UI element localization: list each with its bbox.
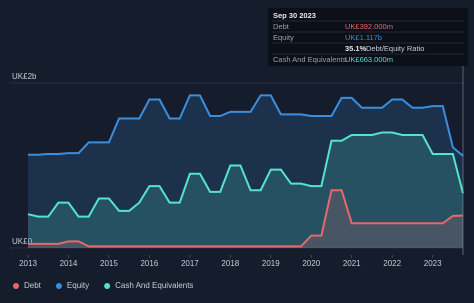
- tooltip-date: Sep 30 2023: [273, 11, 316, 20]
- tooltip: Sep 30 2023 Debt UK£392.000m Equity UK£1…: [268, 8, 468, 66]
- legend-label[interactable]: Cash And Equivalents: [115, 281, 193, 290]
- y-tick-label: UK£2b: [12, 72, 37, 81]
- tooltip-label: Equity: [273, 33, 294, 42]
- line: [28, 94, 464, 157]
- tooltip-value: UK£1.117b: [345, 33, 382, 42]
- plot: UK£0 UK£2b 2013 2014 2015 2016 2017 2018 2019 202…: [10, 72, 464, 268]
- x-tick-label: 2018: [221, 259, 239, 268]
- line: [27, 131, 464, 218]
- legend-marker[interactable]: [104, 283, 111, 289]
- area: [28, 132, 463, 248]
- x-tick-label: 2015: [100, 259, 118, 268]
- x-tick-label: 2020: [302, 259, 320, 268]
- tooltip-value: UK£392.000m: [345, 22, 393, 31]
- legend-marker[interactable]: [13, 283, 19, 289]
- x-tick-label: 2022: [383, 259, 401, 268]
- area: [28, 95, 463, 248]
- legend-label[interactable]: Debt: [24, 281, 42, 290]
- x-tick-label: 2023: [424, 259, 442, 268]
- tooltip-box: [268, 8, 468, 66]
- area: [28, 190, 463, 248]
- y-tick-label: UK£0: [12, 237, 33, 246]
- x-tick-label: 2019: [262, 259, 280, 268]
- legend-marker[interactable]: [55, 283, 62, 289]
- x-tick-label: 2021: [343, 259, 361, 268]
- tooltip-label: Debt: [273, 22, 290, 31]
- tooltip-value: UK£663.000m: [345, 55, 393, 64]
- tooltip-ratio: 35.1%: [345, 44, 367, 53]
- x-tick-label: 2017: [181, 259, 199, 268]
- x-tick-label: 2013: [19, 259, 37, 268]
- line: [28, 189, 464, 248]
- legend: Debt Equity Cash And Equivalents: [13, 281, 193, 290]
- x-tick-label: 2014: [60, 259, 78, 268]
- legend-label[interactable]: Equity: [67, 281, 89, 290]
- x-tick-label: 2016: [140, 259, 158, 268]
- tooltip-label: Debt/Equity Ratio: [366, 44, 424, 53]
- tooltip-label: Cash And Equivalents: [273, 55, 347, 64]
